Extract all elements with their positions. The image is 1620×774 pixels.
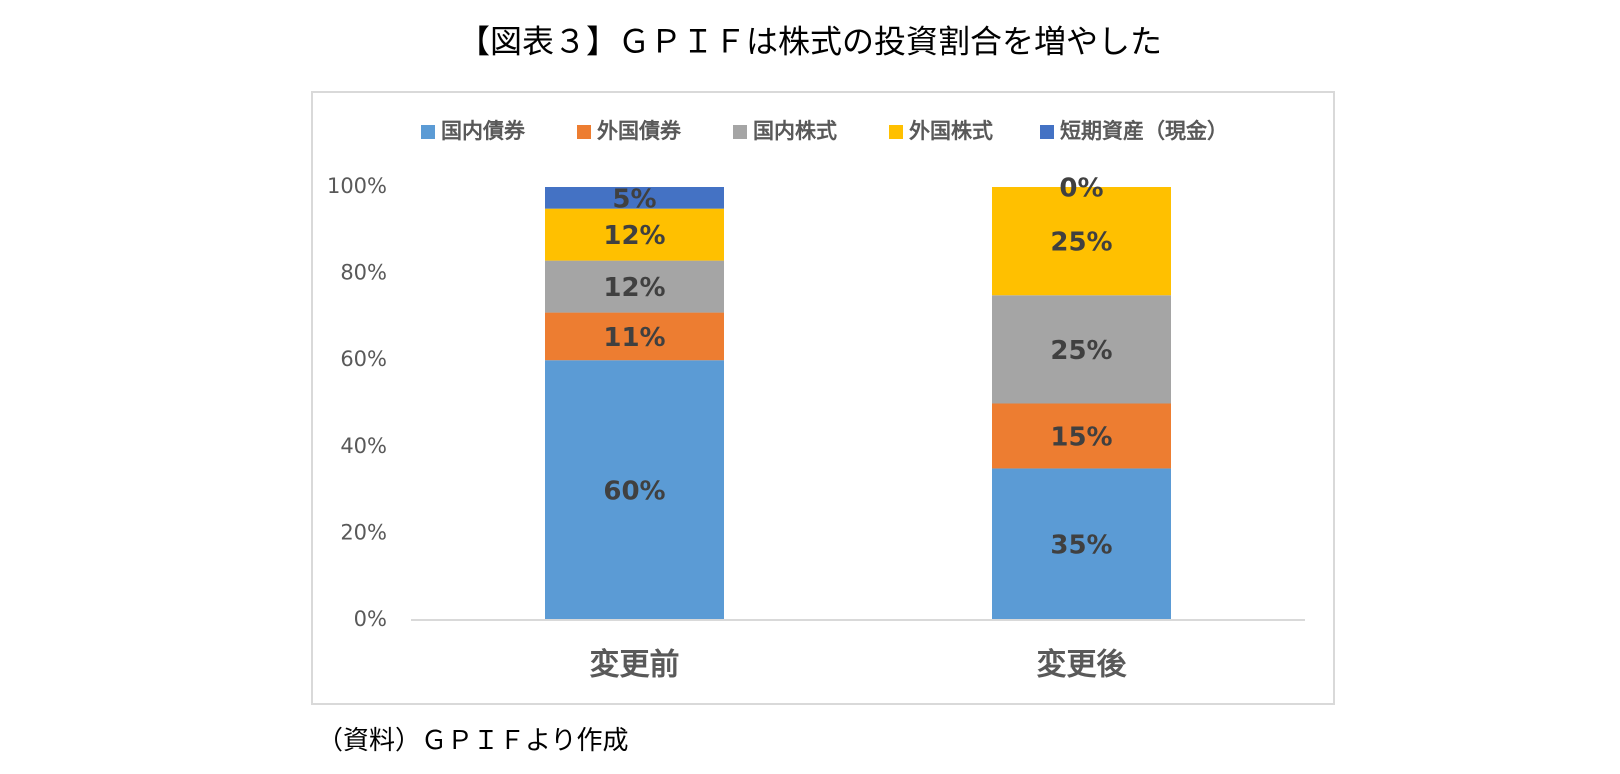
data-label: 5% xyxy=(612,184,656,214)
data-label: 0% xyxy=(1059,174,1103,204)
x-tick-label: 変更前 xyxy=(590,648,680,683)
bar-segment xyxy=(545,312,724,361)
legend-label: 国内債券 xyxy=(441,119,526,143)
chart-frame xyxy=(311,91,1335,705)
data-label: 25% xyxy=(1050,336,1112,366)
y-tick-label: 0% xyxy=(354,607,387,631)
y-tick-label: 40% xyxy=(340,434,387,458)
data-label: 25% xyxy=(1050,228,1112,258)
source-note: （資料）ＧＰＩＦより作成 xyxy=(317,726,628,756)
y-tick-label: 20% xyxy=(340,520,387,544)
bar-segment xyxy=(992,187,1171,296)
chart-title: 【図表３】ＧＰＩＦは株式の投資割合を増やした xyxy=(458,23,1162,61)
data-label: 11% xyxy=(603,323,665,353)
x-tick-label: 変更後 xyxy=(1037,648,1128,683)
bar-segment xyxy=(992,403,1171,469)
legend-label: 外国債券 xyxy=(597,119,682,143)
data-label: 15% xyxy=(1050,422,1112,452)
legend-swatch xyxy=(421,125,435,139)
legend-label: 外国株式 xyxy=(909,119,993,143)
y-tick-label: 80% xyxy=(340,261,387,285)
bar-segment xyxy=(545,260,724,313)
legend-label: 国内株式 xyxy=(753,119,837,143)
data-label: 12% xyxy=(603,273,665,303)
y-tick-label: 100% xyxy=(327,174,387,198)
bar-segment xyxy=(992,468,1171,620)
legend-swatch xyxy=(733,125,747,139)
legend-label: 短期資産（現金） xyxy=(1060,119,1228,143)
y-tick-label: 60% xyxy=(340,347,387,371)
data-label: 12% xyxy=(603,221,665,251)
bar-segment xyxy=(545,360,724,620)
bar-segment xyxy=(545,208,724,261)
data-label: 60% xyxy=(603,477,665,507)
legend-swatch xyxy=(577,125,591,139)
legend-swatch xyxy=(889,125,903,139)
bar-segment xyxy=(545,187,724,209)
data-label: 35% xyxy=(1050,531,1112,561)
bar-segment xyxy=(992,295,1171,404)
legend-swatch xyxy=(1040,125,1054,139)
